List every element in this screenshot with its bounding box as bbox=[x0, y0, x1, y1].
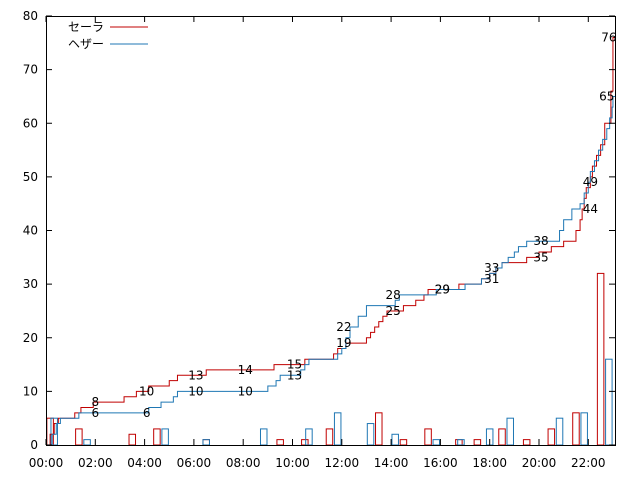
x-tick-label: 10:00 bbox=[275, 456, 310, 470]
data-label-series-2: 6 bbox=[143, 406, 151, 420]
histogram-bar-series-2 bbox=[555, 417, 564, 446]
data-label-series-1: 8 bbox=[91, 395, 99, 409]
y-tick-label: 0 bbox=[30, 438, 38, 452]
histogram-bar-series-1 bbox=[276, 439, 284, 446]
histogram-bar-series-2 bbox=[580, 412, 588, 446]
x-tick-label: 18:00 bbox=[472, 456, 507, 470]
data-label-series-1: 14 bbox=[238, 363, 253, 377]
legend-entry-1: セーラ bbox=[68, 20, 148, 34]
data-label-series-2: 33 bbox=[484, 261, 499, 275]
histogram-bar-series-2 bbox=[83, 439, 91, 446]
histogram-bar-series-2 bbox=[305, 428, 313, 446]
histogram-bar-series-2 bbox=[333, 412, 342, 446]
data-label-series-1: 35 bbox=[533, 250, 548, 264]
data-label-series-1: 10 bbox=[139, 384, 154, 398]
histogram-bar-series-2 bbox=[457, 439, 465, 446]
axes-layer: 00:00 02:00 04:00 06:00 08:00 10:00 12:00 14:00… bbox=[23, 9, 615, 470]
data-label-series-2: 10 bbox=[188, 384, 203, 398]
histogram-bar-series-1 bbox=[424, 428, 432, 446]
data-label-series-2: 49 bbox=[583, 175, 598, 189]
histogram-bar-series-1 bbox=[399, 439, 408, 446]
histogram-bar-series-2 bbox=[202, 439, 210, 446]
x-tick-label: 08:00 bbox=[226, 456, 261, 470]
data-label-series-2: 29 bbox=[435, 282, 450, 296]
x-tick-label: 04:00 bbox=[127, 456, 162, 470]
x-tick-label: 06:00 bbox=[177, 456, 212, 470]
y-tick-label: 60 bbox=[23, 116, 38, 130]
histogram-bar-series-2 bbox=[432, 439, 441, 446]
legend-label-1: セーラ bbox=[68, 20, 104, 34]
histogram-bar-series-2 bbox=[366, 423, 375, 446]
histogram-bar-series-1 bbox=[547, 428, 556, 446]
x-tick-label: 02:00 bbox=[78, 456, 113, 470]
histogram-bar-series-1 bbox=[473, 439, 482, 446]
y-tick-label: 70 bbox=[23, 63, 38, 77]
data-label-series-1: 15 bbox=[287, 358, 302, 372]
step-line-series-2 bbox=[46, 95, 615, 446]
histogram-bar-series-1 bbox=[153, 428, 161, 446]
histogram-bar-series-1 bbox=[455, 439, 463, 446]
x-tick-label: 22:00 bbox=[571, 456, 606, 470]
data-label-series-2: 38 bbox=[533, 234, 548, 248]
histogram-bar-series-1 bbox=[375, 412, 383, 446]
histogram-bar-series-1 bbox=[301, 439, 309, 446]
y-tick-label: 20 bbox=[23, 331, 38, 345]
histogram-bar-series-2 bbox=[391, 433, 399, 446]
histogram-bar-series-1 bbox=[572, 412, 580, 446]
legend-entry-2: ヘザー bbox=[68, 37, 148, 51]
histogram-bar-series-1 bbox=[596, 272, 605, 446]
x-tick-label: 20:00 bbox=[522, 456, 557, 470]
y-tick-label: 10 bbox=[23, 384, 38, 398]
data-label-series-1: 13 bbox=[188, 368, 203, 382]
histogram-bar-series-1 bbox=[128, 433, 137, 446]
data-label-series-2: 28 bbox=[386, 288, 401, 302]
x-tick-label: 14:00 bbox=[374, 456, 409, 470]
histogram-bar-series-2 bbox=[161, 428, 169, 446]
data-label-series-2: 6 bbox=[91, 406, 99, 420]
legend: セーラ ヘザー bbox=[68, 20, 148, 51]
y-tick-label: 30 bbox=[23, 277, 38, 291]
histogram-bar-series-1 bbox=[325, 428, 334, 446]
histogram-bar-series-1 bbox=[498, 428, 506, 446]
data-label-series-2: 10 bbox=[238, 384, 253, 398]
histogram-bar-series-2 bbox=[605, 358, 613, 446]
data-label-series-1: 44 bbox=[583, 202, 598, 216]
data-label-series-1: 29 bbox=[435, 282, 450, 296]
data-label-series-2: 65 bbox=[599, 89, 614, 103]
y-tick-label: 80 bbox=[23, 9, 38, 23]
step-lines-layer bbox=[46, 36, 615, 446]
histogram-bar-series-1 bbox=[522, 439, 531, 446]
histogram-bar-series-1 bbox=[75, 428, 83, 446]
y-tick-label: 40 bbox=[23, 224, 38, 238]
plot-frame bbox=[46, 16, 616, 446]
histogram-bar-series-1 bbox=[202, 439, 210, 446]
data-label-series-1: 25 bbox=[386, 304, 401, 318]
data-label-series-1: 31 bbox=[484, 272, 499, 286]
histogram-bar-series-2 bbox=[506, 417, 514, 446]
x-tick-label: 16:00 bbox=[423, 456, 458, 470]
histogram-bar-series-2 bbox=[259, 428, 268, 446]
data-label-series-2: 13 bbox=[287, 368, 302, 382]
y-tick-label: 50 bbox=[23, 170, 38, 184]
data-label-series-1: 19 bbox=[336, 336, 351, 350]
data-label-series-2: 22 bbox=[336, 320, 351, 334]
data-label-series-1: 76 bbox=[601, 30, 616, 44]
x-tick-label: 00:00 bbox=[29, 456, 64, 470]
x-tick-label: 12:00 bbox=[325, 456, 360, 470]
legend-label-2: ヘザー bbox=[68, 37, 104, 51]
